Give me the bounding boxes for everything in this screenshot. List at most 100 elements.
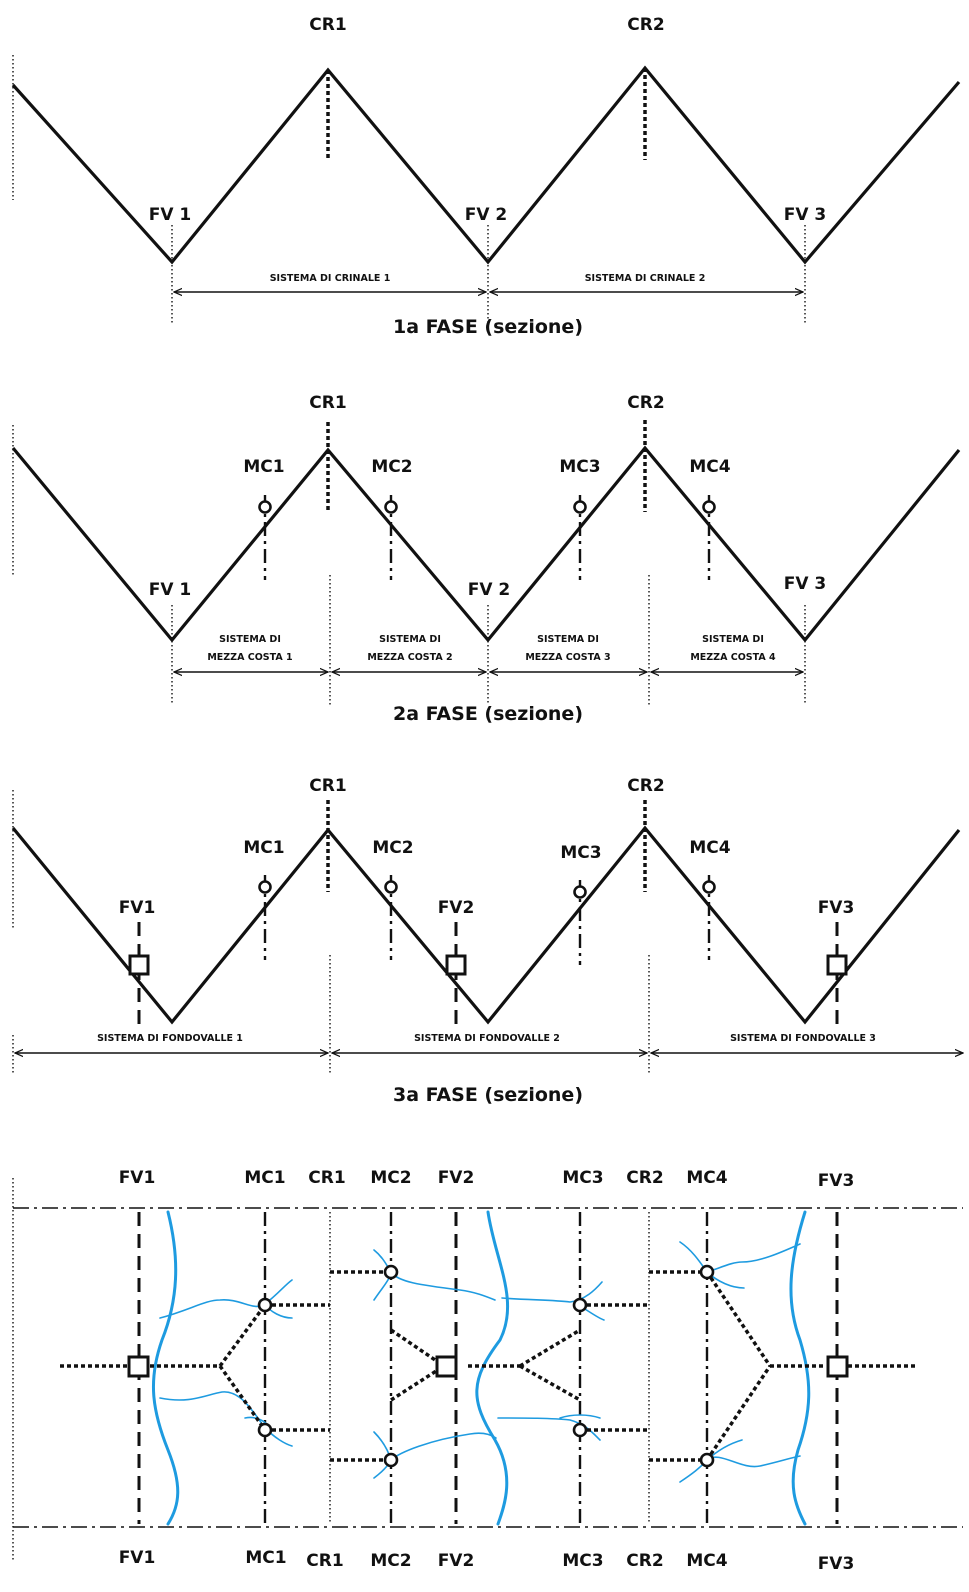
midslope-node-mc4	[699, 1452, 715, 1468]
midslope-node-mc2	[383, 1264, 399, 1280]
valley-label-fv1: FV1	[119, 898, 156, 918]
midslope-node-mc1	[257, 1297, 273, 1313]
ridge-label-cr1: CR1	[309, 776, 346, 796]
system-label-crinale-2: SISTEMA DI CRINALE 2	[585, 273, 706, 284]
plan-bottom-label-mc2: MC2	[370, 1551, 411, 1571]
valley-node-fv2	[435, 1355, 458, 1378]
connection-link	[519, 1364, 581, 1402]
midslope-marker-mc3	[573, 500, 587, 514]
midslope-node-mc1	[257, 1422, 273, 1438]
valley-label-fv2: FV 2	[468, 580, 511, 600]
ridge-label-cr2: CR2	[627, 776, 664, 796]
midslope-marker-mc2	[384, 880, 398, 894]
midslope-node-mc4	[699, 1264, 715, 1280]
connection-link	[218, 1364, 267, 1432]
midslope-marker-mc4	[702, 500, 716, 514]
connection-link	[705, 1271, 772, 1367]
connection-link	[390, 1328, 445, 1368]
plan-top-label-cr2: CR2	[626, 1168, 663, 1188]
valley-marker-fv2	[445, 954, 467, 976]
plan-top-label-mc1: MC1	[244, 1168, 285, 1188]
midslope-marker-mc4	[702, 880, 716, 894]
terrain-profile	[11, 825, 961, 1025]
system-label-mezza-costa-3: MEZZA COSTA 3	[525, 652, 610, 663]
river-fv1	[152, 1210, 180, 1526]
phase-1-section: CR1 CR2 FV 1 FV 2 FV 3 SISTEMA DI CRINAL…	[11, 15, 961, 338]
midslope-marker-mc3	[573, 885, 587, 899]
system-label-crinale-1: SISTEMA DI CRINALE 1	[270, 273, 391, 284]
plan-top-label-mc3: MC3	[562, 1168, 603, 1188]
valley-node-fv3	[826, 1355, 849, 1378]
tributary	[501, 1281, 603, 1303]
system-label-fondovalle-1: SISTEMA DI FONDOVALLE 1	[97, 1033, 243, 1044]
system-label-fondovalle-3: SISTEMA DI FONDOVALLE 3	[730, 1033, 876, 1044]
connection-link	[390, 1364, 445, 1402]
tributary	[497, 1417, 601, 1441]
valley-label-fv2: FV 2	[465, 205, 508, 225]
valley-marker-fv3	[826, 954, 848, 976]
plan-bottom-label-cr2: CR2	[626, 1551, 663, 1571]
tributary	[559, 1414, 601, 1419]
midslope-label-mc3: MC3	[559, 457, 600, 477]
ridge-label-cr2: CR2	[627, 15, 664, 35]
ridge-label-cr2: CR2	[627, 393, 664, 413]
phase-3-section: CR1 CR2 MC1 MC2 MC3 MC4 FV1 FV2 FV3 SIST…	[11, 776, 963, 1106]
valley-label-fv1: FV 1	[149, 580, 192, 600]
connection-link	[218, 1303, 267, 1368]
system-label-mezza-costa-3: SISTEMA DI	[537, 634, 599, 645]
plan-top-label-mc4: MC4	[686, 1168, 727, 1188]
phase-2-section: CR1 CR2 MC1 MC2 MC3 MC4 FV 1 FV 2 FV 3 S…	[11, 393, 961, 725]
midslope-marker-mc1	[258, 500, 272, 514]
plan-bottom-label-mc4: MC4	[686, 1551, 727, 1571]
midslope-label-mc4: MC4	[689, 838, 730, 858]
system-label-mezza-costa-4: SISTEMA DI	[702, 634, 764, 645]
phase-3-title: 3a FASE (sezione)	[393, 1084, 583, 1106]
river-fv3	[789, 1210, 811, 1526]
midslope-marker-mc1	[258, 880, 272, 894]
midslope-label-mc2: MC2	[371, 457, 412, 477]
plan-top-label-fv3: FV3	[818, 1171, 855, 1191]
tributary	[373, 1431, 497, 1462]
midslope-marker-mc2	[384, 500, 398, 514]
tributary	[159, 1279, 293, 1319]
system-label-fondovalle-2: SISTEMA DI FONDOVALLE 2	[414, 1033, 560, 1044]
valley-label-fv3: FV3	[818, 898, 855, 918]
plan-view: FV1 MC1 CR1 MC2 FV2 MC3 CR2 MC4 FV3 FV1 …	[12, 1168, 963, 1574]
midslope-label-mc4: MC4	[689, 457, 730, 477]
valley-label-fv3: FV 3	[784, 205, 827, 225]
midslope-label-mc1: MC1	[243, 457, 284, 477]
plan-bottom-label-cr1: CR1	[306, 1551, 343, 1571]
connection-link	[519, 1328, 581, 1368]
system-label-mezza-costa-4: MEZZA COSTA 4	[690, 652, 776, 663]
plan-top-label-cr1: CR1	[308, 1168, 345, 1188]
phase-2-title: 2a FASE (sezione)	[393, 703, 583, 725]
valley-node-fv1	[127, 1355, 150, 1378]
valley-label-fv1: FV 1	[149, 205, 192, 225]
terrain-profile	[11, 445, 961, 643]
system-label-mezza-costa-1: SISTEMA DI	[219, 634, 281, 645]
river-fv2	[475, 1210, 510, 1526]
plan-bottom-label-mc1: MC1	[245, 1548, 286, 1568]
tributary	[373, 1249, 496, 1301]
plan-bottom-label-fv2: FV2	[438, 1551, 475, 1571]
valley-label-fv2: FV2	[438, 898, 475, 918]
midslope-label-mc3: MC3	[560, 843, 601, 863]
tributary	[679, 1455, 801, 1483]
tributary	[159, 1391, 293, 1447]
plan-bottom-label-mc3: MC3	[562, 1551, 603, 1571]
connection-link	[705, 1365, 772, 1461]
phase-1-title: 1a FASE (sezione)	[393, 316, 583, 338]
system-label-mezza-costa-2: MEZZA COSTA 2	[367, 652, 452, 663]
system-label-mezza-costa-2: SISTEMA DI	[379, 634, 441, 645]
valley-marker-fv1	[128, 954, 150, 976]
midslope-node-mc3	[572, 1297, 588, 1313]
valley-label-fv3: FV 3	[784, 574, 827, 594]
plan-top-label-fv1: FV1	[119, 1168, 156, 1188]
plan-top-label-mc2: MC2	[370, 1168, 411, 1188]
midslope-node-mc3	[572, 1422, 588, 1438]
system-label-mezza-costa-1: MEZZA COSTA 1	[207, 652, 292, 663]
plan-bottom-label-fv1: FV1	[119, 1548, 156, 1568]
terrain-profile	[11, 65, 961, 265]
midslope-label-mc1: MC1	[243, 838, 284, 858]
